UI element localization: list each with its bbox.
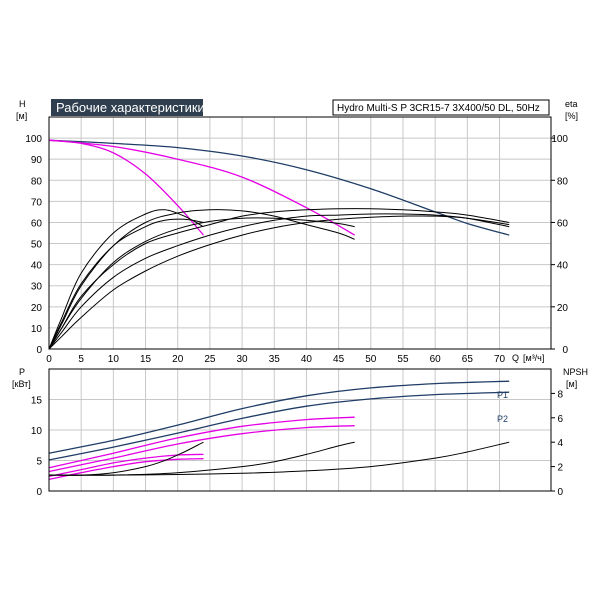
- head-plot-frame: [48, 116, 552, 350]
- head-y-tick-label: 80: [31, 176, 43, 187]
- eta-y-tick-label: 40: [557, 261, 569, 272]
- power-curve: [48, 416, 355, 469]
- model-box: [332, 99, 550, 116]
- head-y-tick-label: 30: [31, 282, 43, 293]
- power-plot-frame: [48, 368, 552, 492]
- x-tick-label: 45: [333, 354, 345, 365]
- npsh-y-unit: [м]: [566, 379, 577, 389]
- power-curve: [48, 458, 204, 481]
- power-curve: [48, 453, 204, 478]
- x-tick-label: 20: [172, 354, 184, 365]
- x-tick-label: 0: [46, 354, 52, 365]
- efficiency-curve: [48, 218, 204, 350]
- chart-title: Рабочие характеристики: [56, 100, 205, 115]
- npsh-curve: [48, 441, 510, 476]
- eta-y-unit: [%]: [565, 111, 578, 121]
- power-y-unit: [кВт]: [12, 379, 31, 389]
- efficiency-curve: [48, 209, 355, 350]
- npsh-curve: [48, 441, 204, 476]
- eta-y-tick-label: 0: [562, 345, 568, 356]
- x-unit: [м³/ч]: [523, 353, 544, 363]
- x-tick-label: 40: [301, 354, 313, 365]
- npsh-y-label: NPSH: [563, 367, 588, 377]
- power-y-tick-label: 5: [36, 457, 42, 468]
- eta-y-label: eta: [565, 99, 578, 109]
- npsh-y-tick-label: 4: [557, 438, 563, 449]
- head-y-tick-label: 50: [31, 240, 43, 251]
- eta-y-tick-label: 60: [557, 218, 569, 229]
- eta-y-tick-label: 20: [557, 303, 569, 314]
- x-tick-label: 65: [462, 354, 474, 365]
- x-tick-label: 50: [365, 354, 377, 365]
- head-y-tick-label: 60: [31, 218, 43, 229]
- power-y-label: P: [19, 367, 25, 377]
- x-tick-label: 60: [430, 354, 442, 365]
- x-tick-label: 55: [397, 354, 409, 365]
- x-tick-label: 5: [78, 354, 84, 365]
- x-label: Q: [512, 353, 519, 363]
- tick-layer: 0 5 10 15 20 25 30 35 40 45 50 55 60 65 70010203040506…: [25, 134, 568, 498]
- head-y-tick-label: 70: [31, 197, 43, 208]
- power-curve: [48, 425, 355, 473]
- npsh-y-tick-label: 8: [557, 389, 563, 400]
- p1-label: P1: [497, 390, 508, 400]
- head-y-tick-label: 20: [31, 303, 43, 314]
- npsh-curve: [48, 441, 355, 476]
- head-y-unit: [м]: [16, 111, 27, 121]
- power-y-tick-label: 0: [36, 487, 42, 498]
- head-curve: [48, 139, 356, 236]
- x-tick-label: 35: [269, 354, 281, 365]
- npsh-y-tick-label: 6: [557, 414, 563, 425]
- x-tick-label: 70: [494, 354, 506, 365]
- efficiency-curve: [48, 217, 355, 350]
- grid-layer: [48, 117, 551, 492]
- model-label: Hydro Multi-S P 3CR15-7 3X400/50 DL, 50H…: [337, 103, 540, 114]
- head-curve: [48, 139, 204, 236]
- curve-layer: [48, 139, 510, 481]
- head-curve: [48, 139, 510, 236]
- x-tick-label: 25: [204, 354, 216, 365]
- power-y-tick-label: 10: [31, 426, 43, 437]
- eta-y-tick-label: 100: [551, 134, 568, 145]
- head-y-tick-label: 100: [25, 134, 42, 145]
- power-y-tick-label: 15: [31, 396, 43, 407]
- head-y-label: H: [19, 99, 26, 109]
- x-tick-label: 30: [237, 354, 249, 365]
- efficiency-curve: [48, 215, 510, 350]
- x-tick-label: 10: [108, 354, 120, 365]
- eta-y-tick-label: 80: [557, 176, 569, 187]
- head-y-tick-label: 90: [31, 155, 43, 166]
- efficiency-curve: [48, 213, 510, 350]
- head-y-tick-label: 40: [31, 261, 43, 272]
- power-curve-p2: [48, 391, 510, 461]
- efficiency-curve: [48, 209, 204, 350]
- power-curve-p1: [48, 380, 510, 454]
- npsh-y-tick-label: 0: [557, 487, 563, 498]
- head-y-tick-label: 10: [31, 324, 43, 335]
- p2-label: P2: [497, 414, 508, 424]
- title-box: [51, 99, 203, 116]
- head-y-tick-label: 0: [36, 345, 42, 356]
- npsh-y-tick-label: 2: [557, 463, 563, 474]
- x-tick-label: 15: [140, 354, 152, 365]
